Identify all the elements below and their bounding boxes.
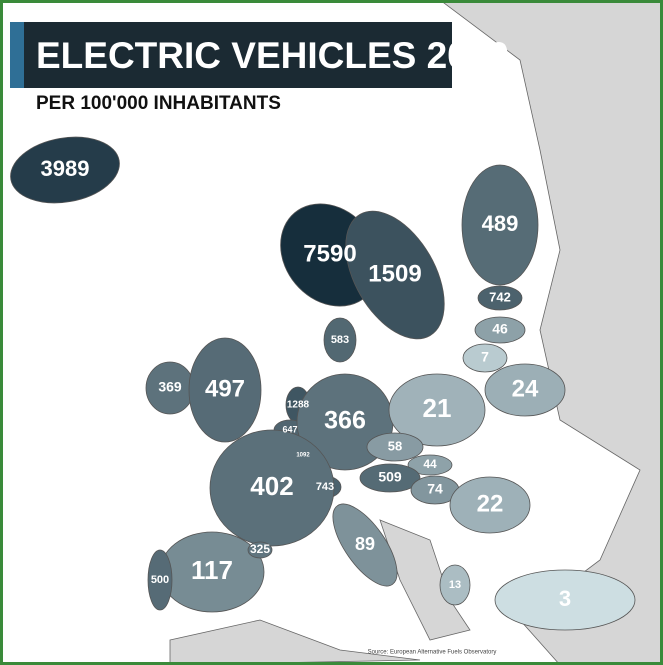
country <box>388 373 486 447</box>
country-value-label: 46 <box>492 321 508 337</box>
country <box>209 429 335 547</box>
country <box>366 432 424 462</box>
country <box>462 343 508 373</box>
country-value-label: 1092 <box>296 453 310 459</box>
country-value-label: 58 <box>388 438 402 453</box>
country-value-label: 366 <box>324 407 366 435</box>
country-value-label: 7590 <box>303 240 356 267</box>
subtitle: PER 100'000 INHABITANTS <box>36 93 281 114</box>
country-value-label: 1288 <box>287 400 310 411</box>
country-value-label: 44 <box>423 457 437 471</box>
country-value-label: 3989 <box>41 156 90 181</box>
country-value-label: 22 <box>477 490 504 517</box>
country-value-label: 117 <box>191 555 233 585</box>
country-value-label: 369 <box>158 379 182 395</box>
country <box>494 569 636 631</box>
country <box>461 164 539 286</box>
country-value-label: 497 <box>205 375 245 402</box>
country <box>449 476 531 534</box>
country-value-label: 7 <box>481 349 489 365</box>
country-value-label: 21 <box>423 393 452 423</box>
country-value-label: 74 <box>427 481 443 497</box>
country <box>10 136 120 204</box>
country-value-label: 489 <box>482 211 519 236</box>
country <box>147 549 173 611</box>
country-value-label: 3 <box>559 586 571 611</box>
country <box>332 503 398 587</box>
country <box>474 316 526 344</box>
balkans-land <box>379 519 471 641</box>
country-value-label: 583 <box>331 334 349 346</box>
country-value-label: 743 <box>316 481 334 493</box>
title: ELECTRIC VEHICLES 2020 <box>36 35 509 76</box>
country-value-label: 1509 <box>368 260 421 287</box>
country <box>359 463 421 493</box>
title-box <box>10 22 452 88</box>
country <box>484 363 566 417</box>
country-value-label: 742 <box>489 289 511 304</box>
country <box>407 454 453 476</box>
country-value-label: 325 <box>250 542 270 556</box>
country-value-label: 500 <box>151 574 169 586</box>
non-data-land <box>169 619 421 665</box>
country <box>323 317 357 363</box>
country-value-label: 509 <box>378 469 402 485</box>
country <box>477 285 523 311</box>
country-value-label: 89 <box>355 534 375 554</box>
title-stripe <box>10 22 24 88</box>
non-data-land <box>439 0 663 665</box>
country <box>188 337 262 443</box>
country <box>247 541 273 559</box>
source: Source: European Alternative Fuels Obser… <box>368 650 497 656</box>
country-value-label: 647 <box>282 424 297 434</box>
country <box>439 564 471 606</box>
country-value-label: 24 <box>512 375 539 402</box>
country-value-label: 402 <box>250 471 293 501</box>
country <box>345 210 445 340</box>
country-value-label: 13 <box>449 579 461 591</box>
